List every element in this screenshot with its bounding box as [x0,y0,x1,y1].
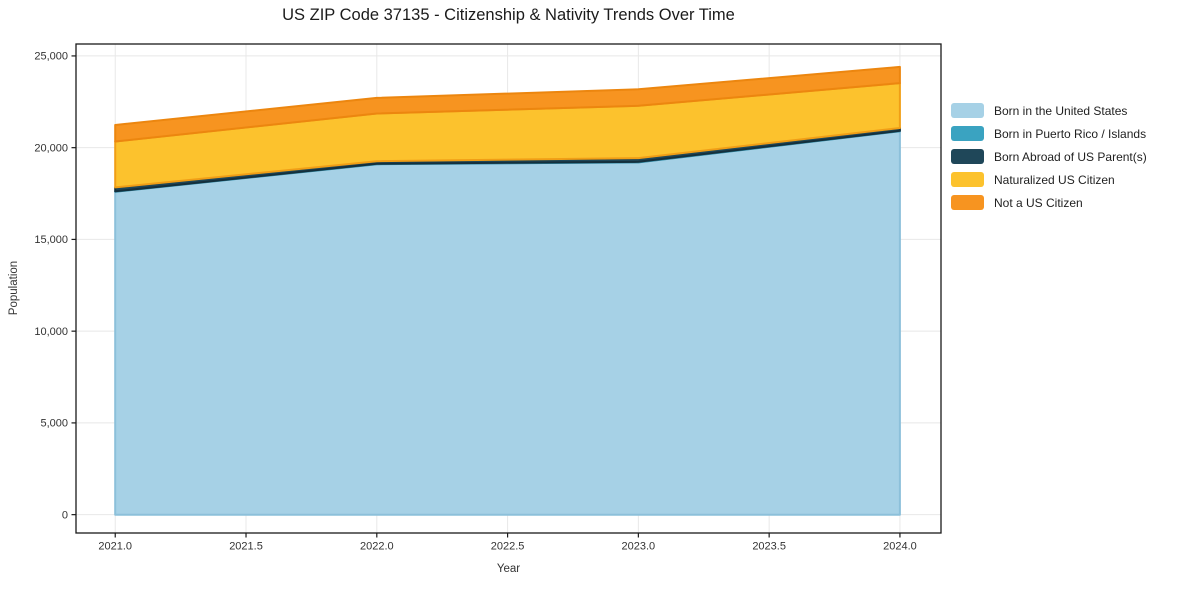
y-tick-label: 15,000 [34,234,68,246]
legend-swatch-naturalized [951,172,984,187]
legend-label: Born Abroad of US Parent(s) [994,149,1147,164]
area-series-0 [114,130,901,516]
chart-title: US ZIP Code 37135 - Citizenship & Nativi… [282,6,735,24]
legend-item: Born Abroad of US Parent(s) [951,149,1147,164]
legend-label: Born in the United States [994,103,1128,118]
legend-item: Born in Puerto Rico / Islands [951,126,1147,141]
legend-label: Not a US Citizen [994,195,1083,210]
x-tick-label: 2023.5 [752,541,786,553]
y-tick-label: 5,000 [40,418,68,430]
x-tick-label: 2024.0 [883,541,917,553]
legend-item: Not a US Citizen [951,195,1147,210]
y-axis-label: Population [8,260,20,316]
x-tick-label: 2022.0 [360,541,394,553]
legend-swatch-born-abroad [951,149,984,164]
legend-item: Naturalized US Citizen [951,172,1147,187]
legend-item: Born in the United States [951,103,1147,118]
y-tick-label: 25,000 [34,51,68,63]
axes-box [75,43,942,534]
y-tick-label: 0 [62,509,68,521]
legend-label: Born in Puerto Rico / Islands [994,126,1147,141]
legend-swatch-born-us [951,103,984,118]
x-tick-label: 2021.0 [98,541,132,553]
x-tick-label: 2023.0 [622,541,656,553]
y-tick-label: 20,000 [34,142,68,154]
x-tick-label: 2022.5 [491,541,525,553]
legend-swatch-not-citizen [951,195,984,210]
legend-swatch-born-pr [951,126,984,141]
x-tick-label: 2021.5 [229,541,263,553]
legend: Born in the United States Born in Puerto… [951,103,1147,218]
area-series-4 [114,65,901,143]
y-tick-label: 10,000 [34,326,68,338]
x-axis-label: Year [496,563,521,575]
legend-label: Naturalized US Citizen [994,172,1115,187]
